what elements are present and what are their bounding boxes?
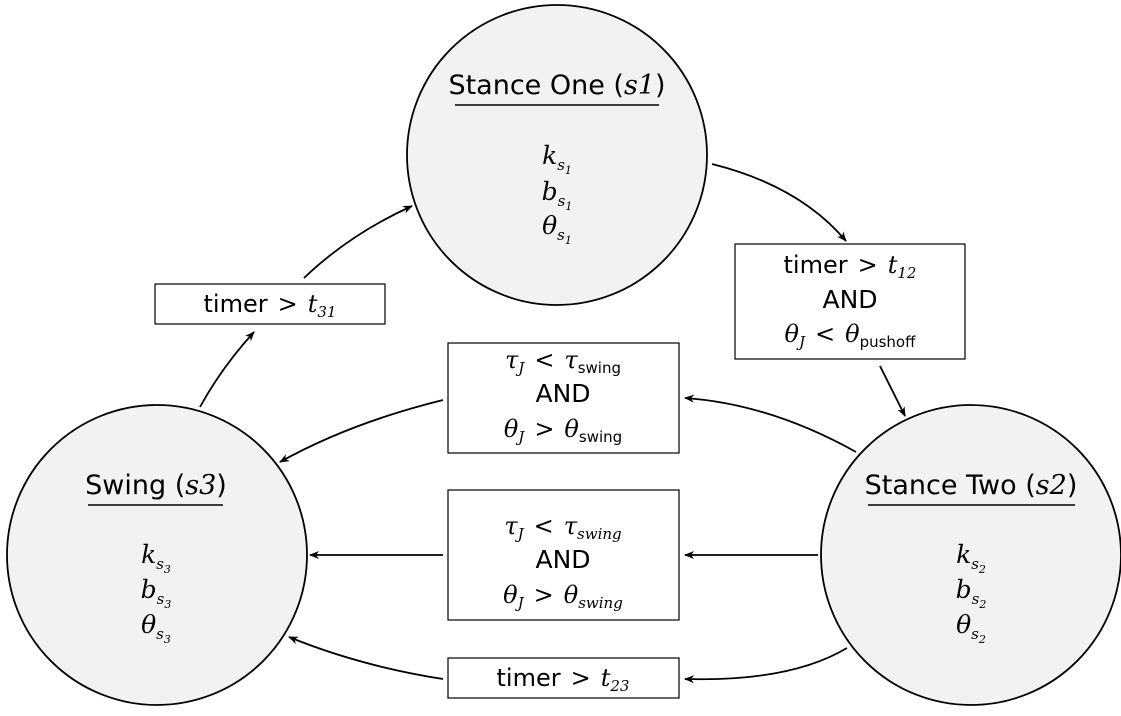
transition-box-swing-lower: τJ < τswing AND θJ > θswing	[447, 489, 680, 621]
transition-box-t23: timer > t23	[447, 657, 680, 699]
arrow-s2-to-t23	[684, 647, 848, 684]
transition-swing-upper-line3: θJ > θswing	[504, 415, 622, 446]
state-swing-param-b: bs3	[141, 575, 172, 611]
state-stance-one: Stance One (s1) ks1 bs1 θs1	[406, 4, 708, 306]
transition-t31-label: timer > t31	[204, 290, 337, 321]
transition-box-swing-upper-frame	[447, 342, 680, 454]
transition-t12-line1: timer > t12	[784, 251, 917, 282]
arrow-s1-to-t12	[711, 163, 847, 242]
transition-box-t31-frame	[154, 283, 386, 325]
state-stance-one-title: Stance One (s1)	[448, 70, 665, 101]
transition-t23-label: timer > t23	[497, 664, 630, 695]
transition-t12-line3: θJ < θpushoff	[785, 320, 917, 351]
arrow-t23-to-s3	[288, 636, 444, 680]
state-swing-title: Swing (s3)	[85, 470, 227, 501]
transition-box-t12: timer > t12 AND θJ < θpushoff	[734, 243, 966, 360]
transition-swing-upper-line1: τJ < τswing	[505, 346, 621, 377]
state-swing-param-k: ks3	[141, 540, 171, 576]
arrow-t12-to-s2	[879, 365, 906, 417]
transition-box-swing-upper: τJ < τswing AND θJ > θswing	[447, 342, 680, 454]
state-stance-two-title: Stance Two (s2)	[865, 470, 1078, 501]
transition-box-t12-frame	[734, 243, 966, 360]
transition-box-t23-frame	[447, 657, 680, 699]
arrow-swing-upper-to-s3	[279, 399, 444, 463]
state-swing-param-theta: θs3	[141, 610, 171, 646]
arrow-s2-to-swing-upper	[684, 394, 857, 453]
state-swing: Swing (s3) ks3 bs3 θs3	[6, 404, 308, 706]
state-stance-two-param-b: bs2	[956, 575, 987, 611]
state-stance-two: Stance Two (s2) ks2 bs2 θs2	[820, 404, 1121, 706]
transition-t12-and: AND	[822, 285, 877, 314]
arrow-t31-to-s1	[303, 205, 413, 279]
state-swing-circle	[6, 404, 308, 706]
state-stance-two-param-k: ks2	[956, 540, 986, 576]
state-stance-two-circle	[820, 404, 1121, 706]
state-stance-one-param-b: bs1	[542, 177, 573, 213]
transition-swing-upper-and: AND	[535, 379, 590, 408]
transition-box-swing-lower-frame	[447, 489, 680, 621]
transition-swing-lower-and: AND	[535, 545, 590, 574]
transition-swing-lower-line3: θJ > θswing	[503, 581, 623, 612]
state-stance-one-circle	[406, 4, 708, 306]
state-stance-one-param-theta: θs1	[542, 211, 572, 247]
transition-swing-lower-line1: τJ < τswing	[504, 512, 621, 543]
transition-box-t31: timer > t31	[154, 283, 386, 325]
state-stance-one-param-k: ks1	[542, 141, 572, 177]
state-stance-two-param-theta: θs2	[956, 610, 986, 646]
arrow-s3-to-t31	[199, 331, 255, 408]
transition-arrows	[199, 163, 906, 684]
